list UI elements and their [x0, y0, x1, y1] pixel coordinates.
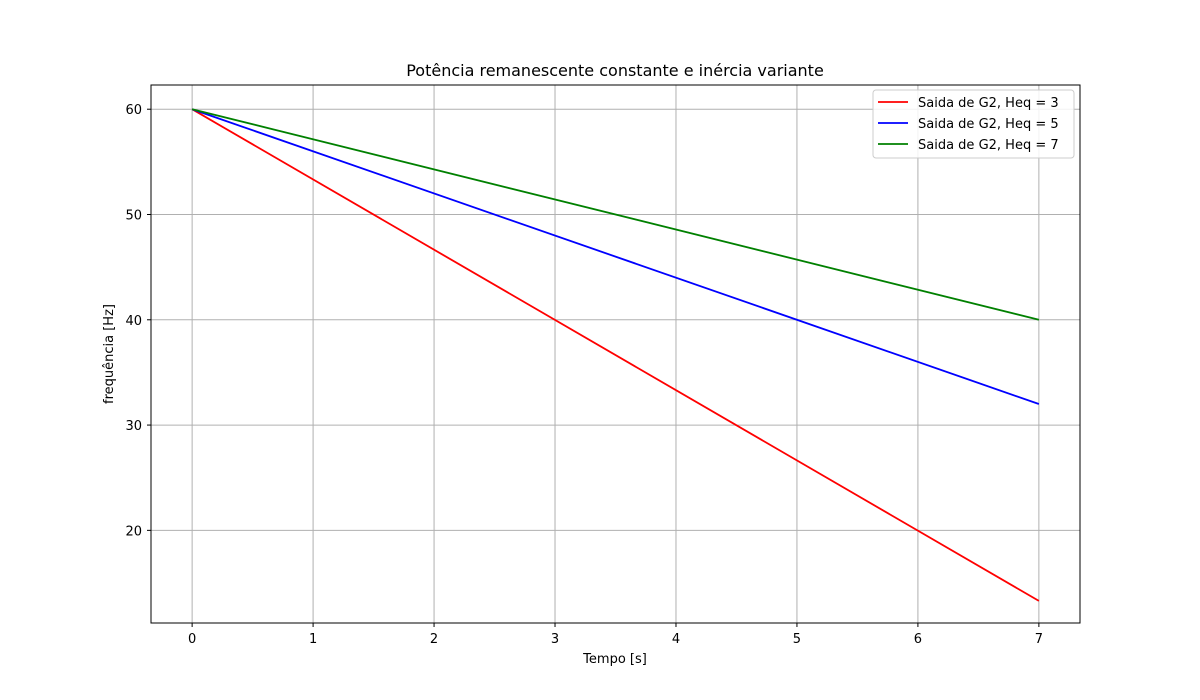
y-axis: 20 30 40 50 60 [125, 103, 151, 539]
y-tick-label: 40 [125, 314, 142, 329]
x-tick-label: 2 [430, 632, 438, 647]
series-line-3 [191, 108, 1040, 321]
plot-frame [150, 84, 1081, 624]
legend-label-2: Saida de G2, Heq = 5 [918, 117, 1059, 132]
series-line-2 [191, 108, 1040, 405]
chart-title: Potência remanescente constante e inérci… [406, 61, 824, 80]
plot-lines [191, 108, 1040, 602]
legend-label-1: Saida de G2, Heq = 3 [918, 96, 1059, 111]
x-tick-label: 5 [793, 632, 801, 647]
y-tick-label: 60 [125, 103, 142, 118]
x-tick-label: 7 [1035, 632, 1043, 647]
series-line-1 [191, 108, 1040, 602]
legend: Saida de G2, Heq = 3 Saida de G2, Heq = 5… [872, 89, 1075, 159]
x-axis: 0 1 2 3 4 5 6 7 [188, 623, 1043, 647]
x-tick-label: 4 [672, 632, 680, 647]
legend-box [872, 89, 1075, 159]
y-tick-label: 30 [125, 419, 142, 434]
y-tick-label: 50 [125, 208, 142, 223]
x-axis-label: Tempo [s] [582, 652, 647, 667]
x-tick-label: 6 [914, 632, 922, 647]
x-tick-label: 0 [188, 632, 196, 647]
x-tick-label: 3 [551, 632, 559, 647]
legend-label-3: Saida de G2, Heq = 7 [918, 138, 1059, 153]
y-tick-label: 20 [125, 524, 142, 539]
y-axis-label: frequência [Hz] [102, 304, 117, 404]
x-tick-label: 1 [309, 632, 317, 647]
